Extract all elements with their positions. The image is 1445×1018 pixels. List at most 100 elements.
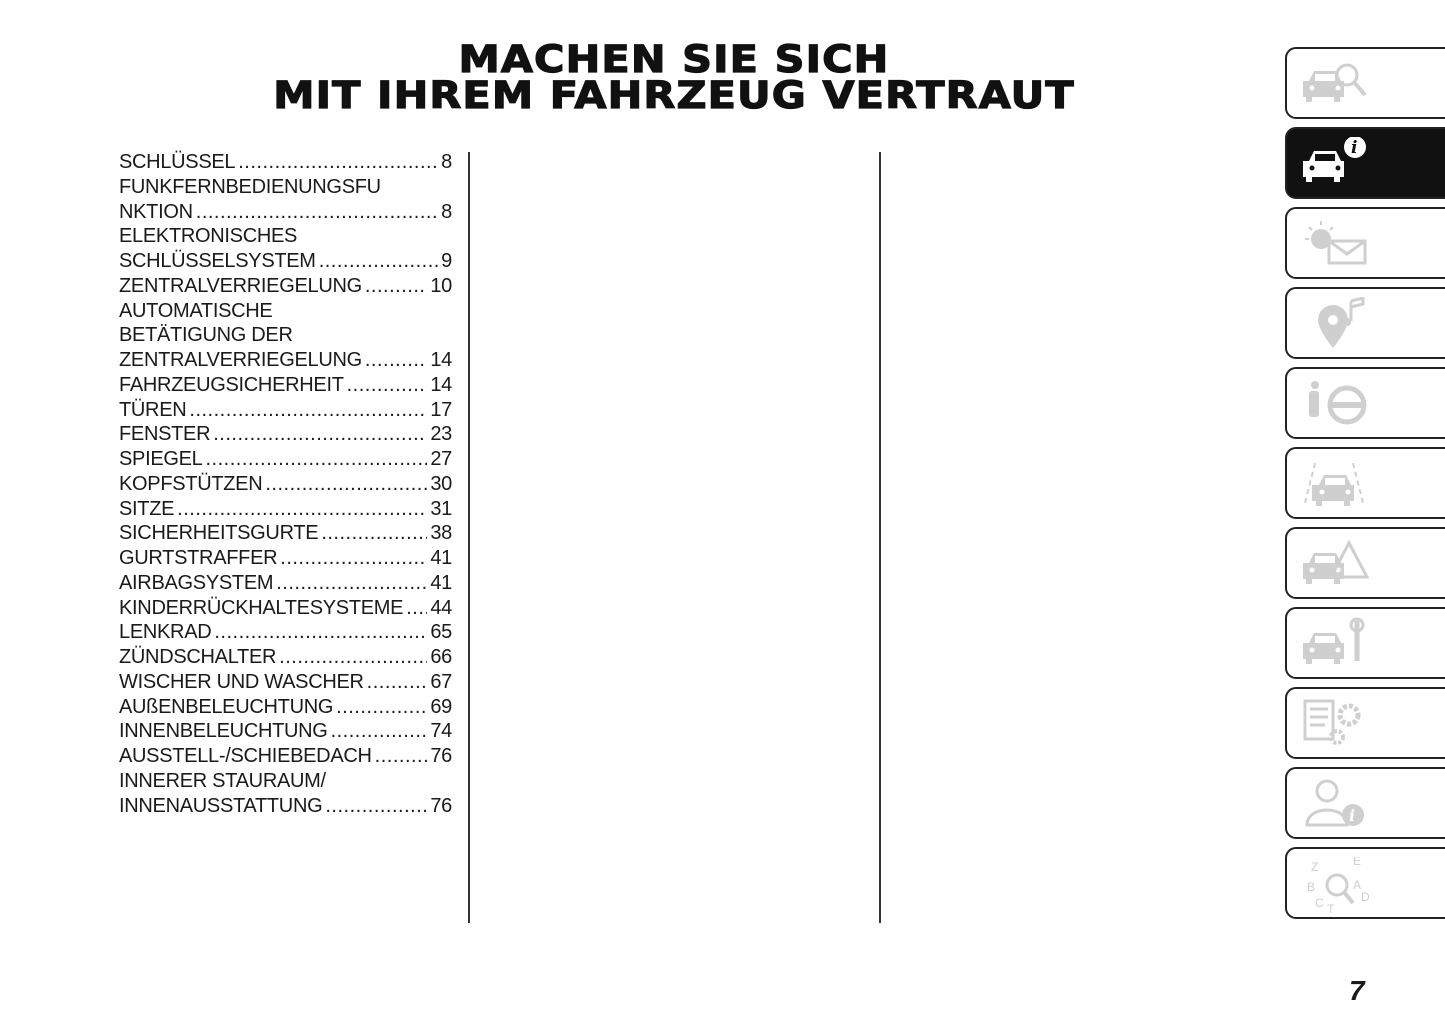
car-wrench-icon [1303,617,1365,664]
toc-entry-label: INNENBELEUCHTUNG [119,720,328,743]
toc-entry[interactable]: LENKRAD 65 [119,620,452,645]
toc-entry-label-part: AUTOMATISCHE [119,299,273,322]
leader-dots [189,398,427,423]
chapter-tab[interactable] [1285,47,1445,119]
leader-dots [375,744,428,769]
toc-entry[interactable]: INNERER STAURAUM/INNENAUSSTATTUNG 76 [119,769,452,819]
svg-text:C: C [1315,896,1324,910]
svg-text:i: i [1349,806,1355,825]
toc-entry-page: 38 [430,522,452,545]
svg-text:T: T [1327,902,1335,915]
warning-light-message-icon [1305,221,1367,265]
title-line-1: MACHEN SIE SICH [458,38,890,81]
toc-entry[interactable]: SICHERHEITSGURTE 38 [119,521,452,546]
toc-entry-label: INNENAUSSTATTUNG [119,794,323,817]
chapter-tab[interactable] [1285,287,1445,359]
toc-entry[interactable]: WISCHER UND WASCHER 67 [119,670,452,695]
toc-entry[interactable]: ZÜNDSCHALTER 66 [119,645,452,670]
chapter-tab[interactable] [1285,207,1445,279]
toc-entry-page: 41 [430,571,452,594]
toc-entry[interactable]: SCHLÜSSEL 8 [119,150,452,175]
toc-entry-label-part: BETÄTIGUNG DER [119,324,293,347]
chapter-tab[interactable] [1285,607,1445,679]
chapter-tab[interactable]: i [1285,127,1445,199]
chapter-tab[interactable] [1285,367,1445,439]
toc-entry-label: NKTION [119,200,193,223]
leader-dots [365,274,427,299]
toc-entry[interactable]: AUSSTELL-/SCHIEBEDACH 76 [119,744,452,769]
leader-dots [265,472,427,497]
toc-entry-label: SPIEGEL [119,448,203,470]
toc-entry-label: AIRBAGSYSTEM [119,571,274,594]
toc-entry[interactable]: FENSTER 23 [119,422,452,447]
toc-entry-label: AUßENBELEUCHTUNG [119,695,334,718]
page-number: 7 [1349,975,1365,1006]
toc-entry[interactable]: AUßENBELEUCHTUNG 69 [119,695,452,720]
leader-dots [319,249,438,274]
person-info-icon: i [1305,779,1364,827]
toc-entry[interactable]: ZENTRALVERRIEGELUNG 10 [119,274,452,299]
toc-entry[interactable]: KOPFSTÜTZEN 30 [119,472,452,497]
toc-entry[interactable]: TÜREN 17 [119,398,452,423]
toc-entry-label-part: FUNKFERNBEDIENUNGSFU [119,175,381,198]
toc-entry[interactable]: AUTOMATISCHE BETÄTIGUNG DER ZENTRALVERRIEG… [119,299,452,373]
toc-entry[interactable]: SITZE 31 [119,497,452,522]
media-navigation-icon [1318,297,1365,348]
toc-entry-page: 8 [441,151,452,173]
alphabetical-index-icon: Z E B A C T D [1307,857,1370,915]
toc-entry-page: 44 [430,596,452,619]
toc-entry-page: 74 [430,720,452,743]
toc-entry[interactable]: GURTSTRAFFER 41 [119,546,452,571]
car-info-icon: i [1303,137,1366,182]
toc-entry[interactable]: FAHRZEUGSICHERHEIT 14 [119,373,452,398]
svg-text:B: B [1307,880,1315,894]
toc-entry[interactable]: AIRBAGSYSTEM 41 [119,571,452,596]
chapter-tab[interactable] [1285,527,1445,599]
toc-entry-page: 30 [430,472,452,495]
chapter-tab[interactable] [1285,687,1445,759]
toc-entry-label: KINDERRÜCKHALTESYSTEME [119,596,404,619]
toc-entry[interactable]: KINDERRÜCKHALTESYSTEME 44 [119,596,452,621]
toc-entry-page: 17 [430,398,452,421]
leader-dots [213,422,427,447]
toc-entry-label: SITZE [119,497,175,520]
toc-entry-label: SICHERHEITSGURTE [119,522,319,545]
page-title: MACHEN SIE SICH MIT IHREM FAHRZEUG VERTR… [143,38,1205,114]
toc-entry-page: 9 [441,250,452,272]
toc-entry-page: 14 [430,349,452,371]
toc-entry-page: 76 [430,745,452,767]
column-divider [879,152,881,923]
toc-entry-label: GURTSTRAFFER [119,547,278,569]
toc-entry[interactable]: SPIEGEL 27 [119,447,452,472]
leader-dots [336,695,427,720]
toc-entry-label: SCHLÜSSELSYSTEM [119,250,316,272]
leader-dots [214,620,427,645]
table-of-contents: SCHLÜSSEL8FUNKFERNBEDIENUNGSFUNKTION8ELE… [119,150,452,818]
leader-dots [331,719,428,744]
toc-entry-label: AUSSTELL-/SCHIEBEDACH [119,745,372,767]
toc-entry-page: 66 [430,646,452,668]
toc-entry-page: 65 [430,621,452,644]
toc-entry-page: 27 [430,448,452,470]
toc-entry-label: ZÜNDSCHALTER [119,646,277,668]
column-divider [468,152,470,923]
toc-entry-label-part: INNERER STAURAUM/ [119,769,326,792]
toc-entry-label: KOPFSTÜTZEN [119,472,263,495]
svg-text:i: i [1351,138,1357,158]
toc-entry-page: 8 [441,200,452,223]
toc-entry-page: 41 [430,547,452,569]
toc-entry-label: WISCHER UND WASCHER [119,670,364,693]
toc-entry-label: FAHRZEUGSICHERHEIT [119,373,344,396]
toc-entry[interactable]: INNENBELEUCHTUNG 74 [119,719,452,744]
leader-dots [238,150,438,175]
leader-dots [280,546,427,571]
leader-dots [321,521,427,546]
chapter-tab[interactable] [1285,447,1445,519]
leader-dots [177,497,427,522]
chapter-tab[interactable]: i [1285,767,1445,839]
toc-entry-page: 10 [430,274,452,297]
svg-text:A: A [1353,878,1361,892]
